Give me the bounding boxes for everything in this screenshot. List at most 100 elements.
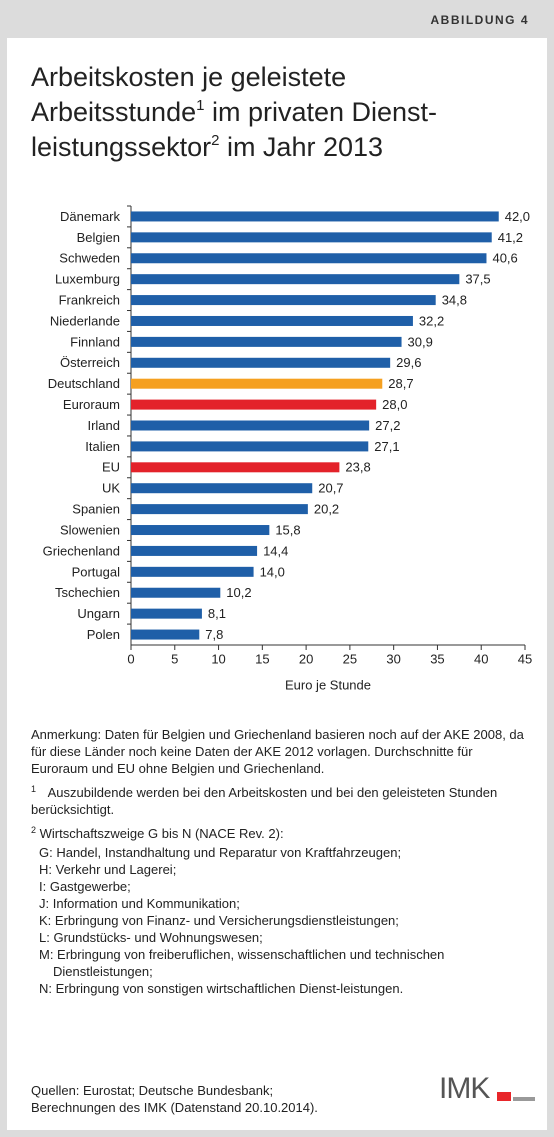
y-tick-label: Niederlande (50, 313, 120, 328)
header-bar: ABBILDUNG 4 (7, 0, 547, 38)
x-tick-label: 25 (343, 651, 357, 666)
footnote-item: G: Handel, Instandhaltung und Reparatur … (39, 845, 402, 860)
value-label: 27,1 (374, 439, 399, 454)
y-tick-label: Ungarn (77, 606, 120, 621)
value-label: 15,8 (275, 522, 300, 537)
x-tick-label: 35 (430, 651, 444, 666)
value-label: 32,2 (419, 313, 444, 328)
x-tick-label: 20 (299, 651, 313, 666)
value-label: 28,0 (382, 397, 407, 412)
y-tick-label: Griechenland (43, 543, 120, 558)
y-tick-label: Portugal (72, 564, 121, 579)
y-tick-label: Slowenien (60, 522, 120, 537)
value-label: 10,2 (226, 585, 251, 600)
bar (131, 504, 308, 515)
value-label: 42,0 (505, 209, 530, 224)
footnote-list: G: Handel, Instandhaltung und Reparatur … (31, 844, 531, 997)
footnote-mark: 1 (196, 97, 205, 114)
title-text: leistungssektor (31, 132, 212, 162)
footnote-item: J: Information und Kommunikation; (39, 896, 240, 911)
chart: 0 5 10 15 20 25 30 35 40 45 Euro je Stunde Dänemark… (43, 205, 532, 692)
footnote-item: N: Erbringung von sonstigen wirtschaftli… (39, 981, 404, 996)
title-text: Arbeitsstunde (31, 97, 197, 127)
y-tick-label: Tschechien (55, 585, 120, 600)
footnote-mark: 1 (31, 784, 37, 794)
value-label: 34,8 (442, 293, 467, 308)
value-label: 20,7 (318, 481, 343, 496)
y-tick-label: EU (102, 460, 120, 475)
notes: Anmerkung: Daten für Belgien und Grieche… (31, 726, 531, 997)
footnote: 2 Wirtschaftszweige G bis N (NACE Rev. 2… (31, 825, 531, 842)
footnote-item: M: Erbringung von freiberuflichen, wisse… (39, 947, 445, 979)
bar (131, 336, 402, 347)
note-text: Anmerkung: Daten für Belgien und Grieche… (31, 727, 524, 776)
title-text: im Jahr 2013 (219, 132, 384, 162)
x-tick-label: 40 (474, 651, 488, 666)
footnote-item: H: Verkehr und Lagerei; (39, 862, 177, 877)
footnote: 1 Auszubildende werden bei den Arbeitsko… (31, 784, 531, 818)
logo: IMK (439, 1072, 539, 1112)
bar (131, 315, 413, 326)
x-tick-label: 45 (518, 651, 532, 666)
bar (131, 357, 391, 368)
value-label: 29,6 (396, 355, 421, 370)
value-label: 14,0 (260, 564, 285, 579)
footnote-item: K: Erbringung von Finanz- und Versicheru… (39, 913, 399, 928)
bar (131, 629, 200, 640)
y-tick-label: Deutschland (48, 376, 120, 391)
value-label: 8,1 (208, 606, 226, 621)
value-label: 7,8 (205, 627, 223, 642)
footnote-text: Auszubildende werden bei den Arbeitskost… (31, 785, 498, 817)
y-tick-label: Luxemburg (55, 272, 120, 287)
source-line: Berechnungen des IMK (Datenstand 20.10.2… (31, 1100, 318, 1115)
value-label: 28,7 (388, 376, 413, 391)
title-text: im privaten Dienst- (204, 97, 438, 127)
bar (131, 525, 270, 536)
bar (131, 253, 487, 264)
y-tick-label: Belgien (77, 230, 120, 245)
value-label: 40,6 (492, 251, 517, 266)
value-label: 30,9 (408, 334, 433, 349)
footnote-mark: 2 (211, 132, 220, 149)
footnote-item: L: Grundstücks- und Wohnungswesen; (39, 930, 263, 945)
x-tick-label: 0 (127, 651, 134, 666)
y-tick-label: Finnland (70, 334, 120, 349)
x-tick-label: 5 (171, 651, 178, 666)
value-label: 27,2 (375, 418, 400, 433)
value-label: 41,2 (498, 230, 523, 245)
y-tick-label: UK (102, 481, 120, 496)
x-axis-title: Euro je Stunde (285, 677, 371, 692)
y-tick-label: Irland (87, 418, 120, 433)
bar (131, 462, 340, 473)
bar (131, 420, 370, 431)
y-tick-label: Spanien (72, 502, 120, 517)
source-line: Quellen: Eurostat; Deutsche Bundesbank; (31, 1083, 274, 1098)
bar (131, 566, 254, 577)
value-label: 23,8 (345, 460, 370, 475)
logo-mark (497, 1092, 511, 1101)
bar (131, 608, 202, 619)
value-label: 37,5 (465, 272, 490, 287)
sources: Quellen: Eurostat; Deutsche Bundesbank; B… (31, 1082, 411, 1116)
footnote-item: I: Gastgewerbe; (39, 879, 131, 894)
x-tick-label: 10 (211, 651, 225, 666)
bar (131, 274, 460, 285)
title-text: Arbeitskosten je geleistete (31, 62, 347, 92)
y-tick-label: Frankreich (59, 293, 120, 308)
bar (131, 232, 492, 243)
bar (131, 378, 383, 389)
footnote-text: Wirtschaftszweige G bis N (NACE Rev. 2): (39, 826, 284, 841)
x-tick-label: 30 (386, 651, 400, 666)
chart-title: Arbeitskosten je geleistete Arbeitsstunde… (31, 60, 531, 165)
bar (131, 483, 313, 494)
bar (131, 545, 258, 556)
y-tick-label: Italien (85, 439, 120, 454)
value-label: 14,4 (263, 543, 288, 558)
x-tick-label: 15 (255, 651, 269, 666)
bar (131, 399, 377, 410)
bar (131, 441, 369, 452)
y-tick-label: Österreich (60, 355, 120, 370)
y-tick-label: Dänemark (60, 209, 120, 224)
